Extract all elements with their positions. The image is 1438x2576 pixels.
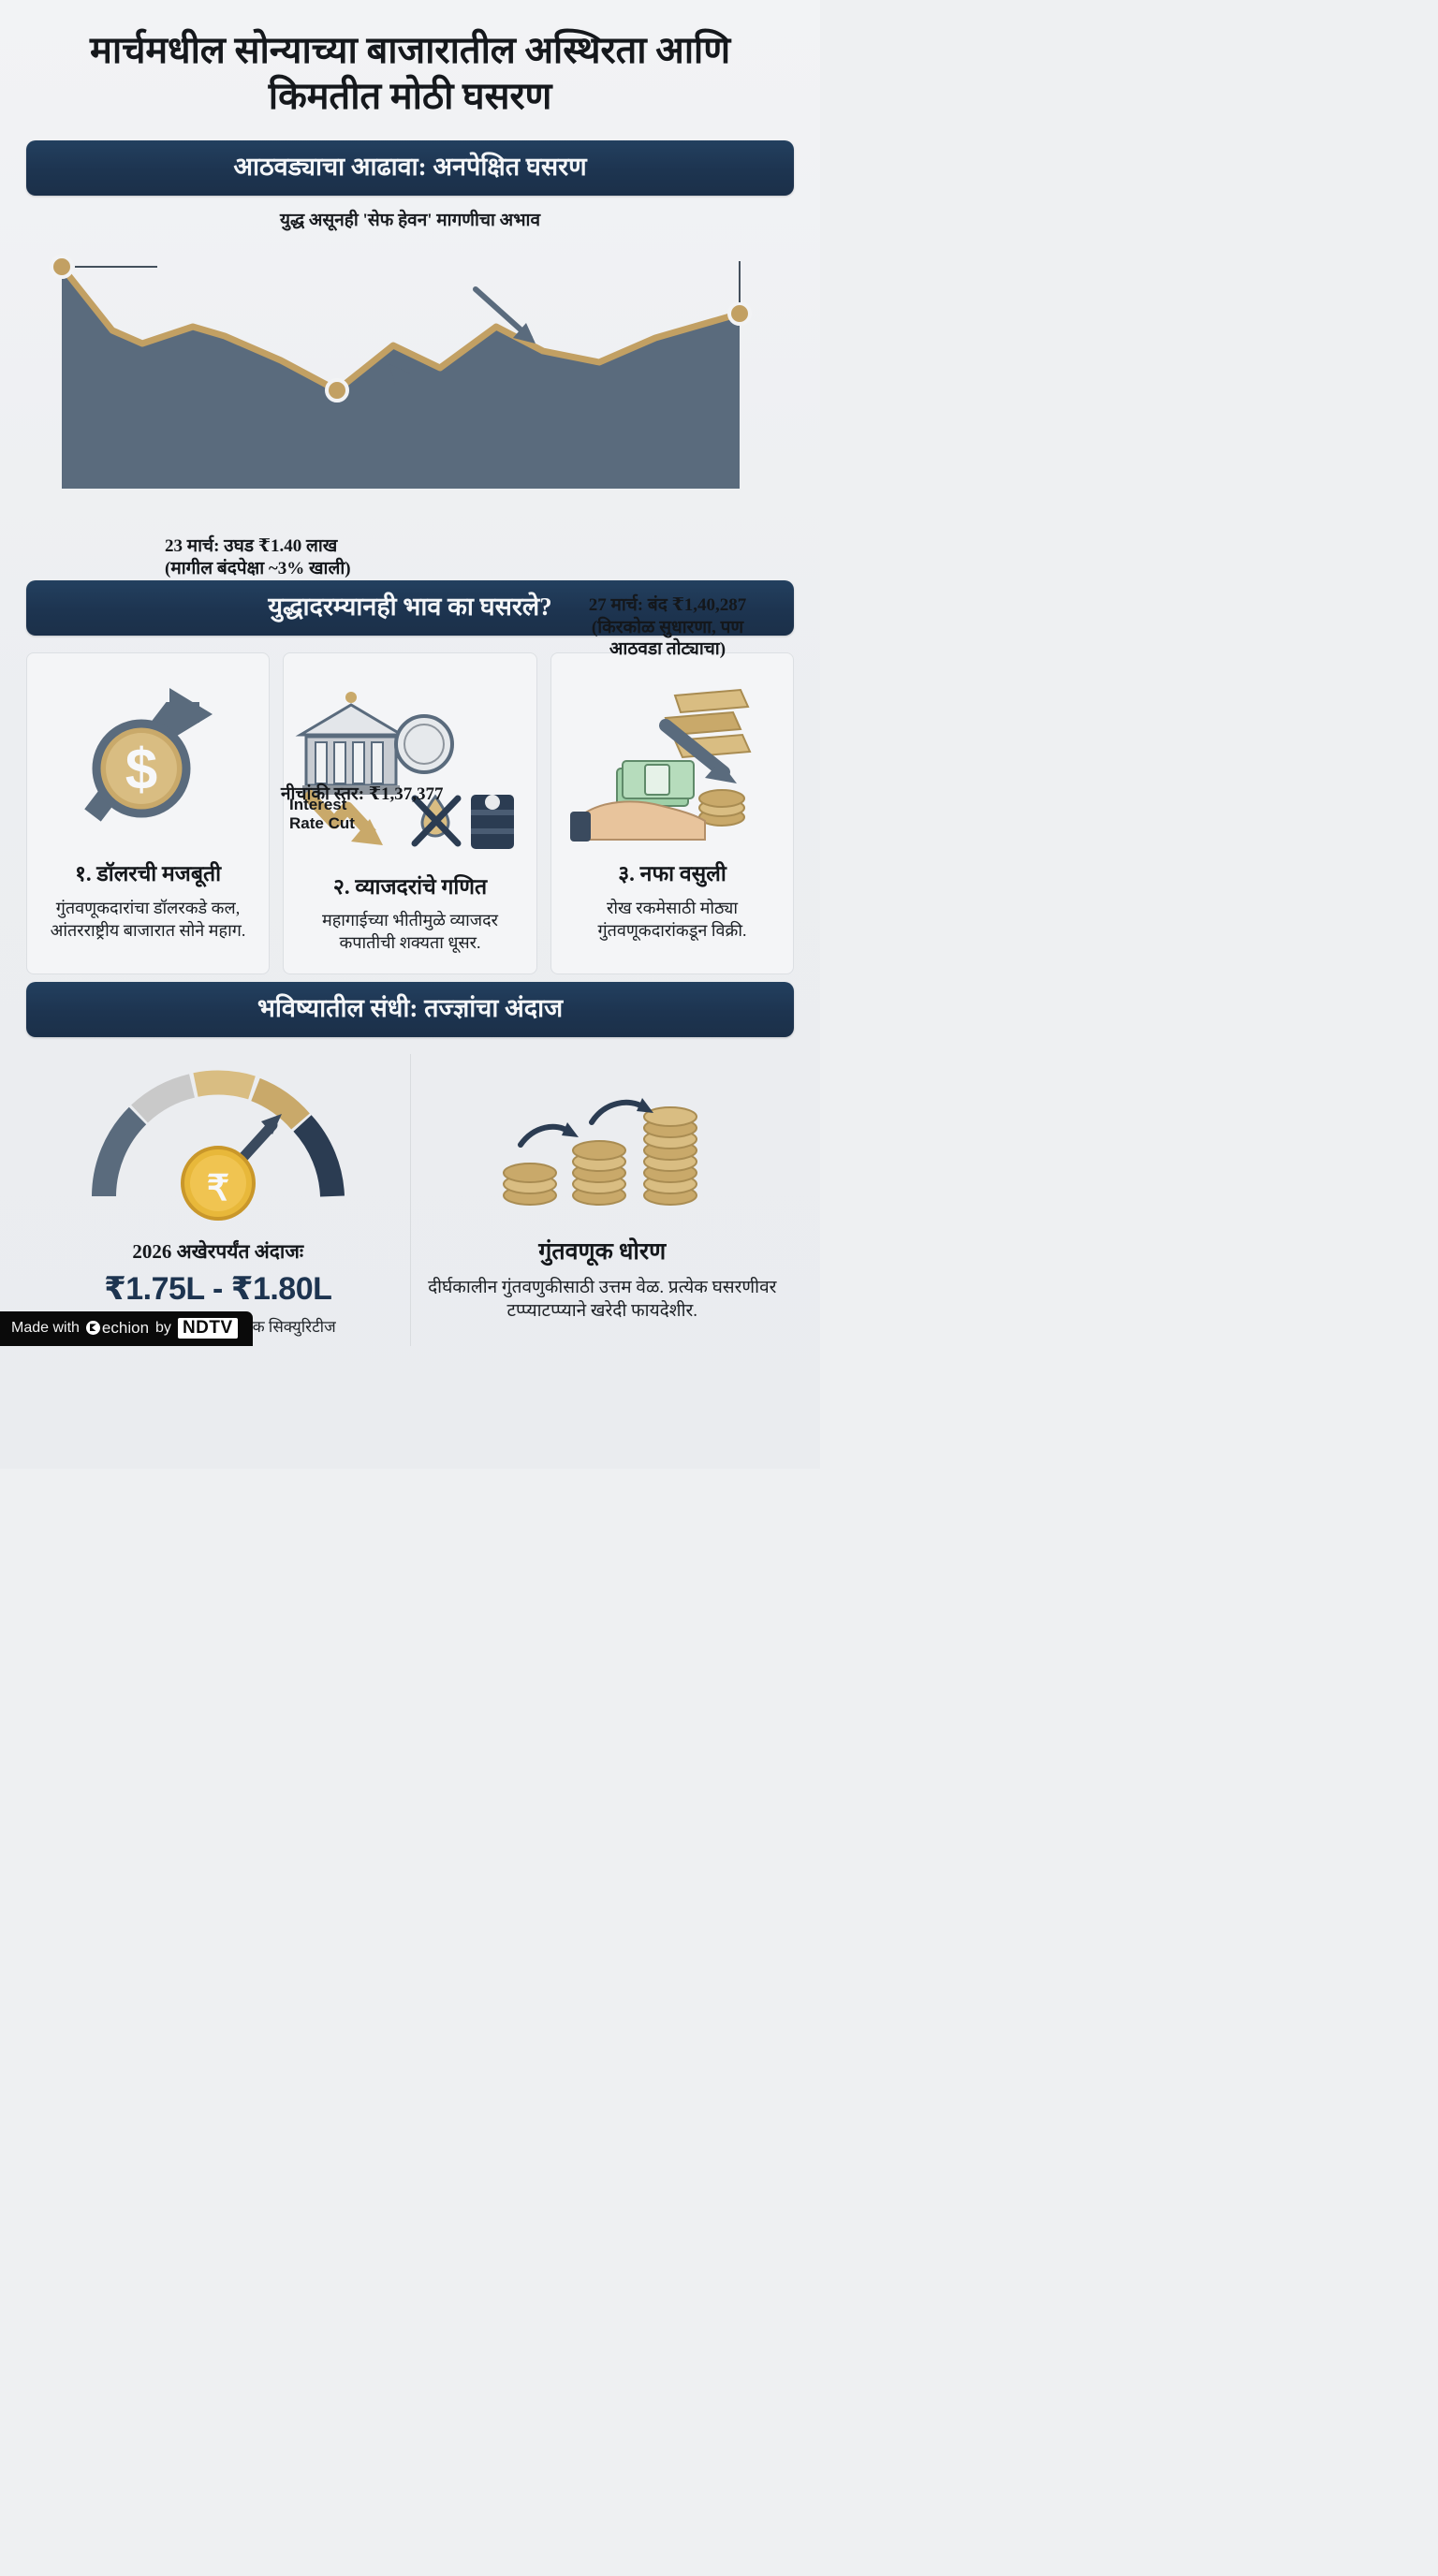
gold-price-chart: 23 मार्च: उघड ₹1.40 लाख (मागील बंदपेक्षा…: [0, 241, 820, 804]
chart-price-line: [58, 263, 743, 394]
fed-seal-ring: [404, 724, 445, 766]
gauge-rupee-icon: ₹: [34, 1065, 403, 1229]
central-bank-icon: [293, 670, 527, 857]
rupee-glyph: ₹: [207, 1169, 229, 1208]
annotation-close: 27 मार्च: बंद ₹1,40,287 (किरकोळ सुधारणा,…: [560, 594, 775, 660]
chart-marker-low[interactable]: [325, 378, 349, 403]
infographic-page: मार्चमधील सोन्याच्या बाजारातील अस्थिरता …: [0, 0, 820, 1346]
footer-by: by: [155, 1319, 171, 1336]
interest-rate-cut-label: Interest Rate Cut: [289, 796, 527, 832]
hand-cuff: [570, 812, 591, 842]
echion-logo: echion: [85, 1318, 150, 1338]
coin-pile: [698, 789, 745, 827]
bank-pediment: [295, 703, 407, 737]
coin-stack-large: [643, 1105, 698, 1206]
annotation-open-line1: 23 मार्च: उघड ₹1.40 लाख: [165, 536, 338, 557]
cash-band: [644, 764, 670, 797]
cross-out-icon: [411, 795, 462, 847]
echion-wordmark: echion: [101, 1318, 150, 1337]
sell-down-arrow-shaft: [659, 719, 730, 780]
interest-rate-cut-label-line2: Rate Cut: [289, 814, 355, 833]
reason-card-2-body: महागाईच्या भीतीमुळे व्याजदर कपातीची शक्य…: [321, 911, 499, 953]
rate-down-arrow-shaft: [301, 789, 376, 839]
reason-card-1-title: १. डॉलरची मजबूती: [74, 862, 222, 886]
echion-mark-icon: [85, 1321, 100, 1336]
sell-down-arrow-head: [705, 761, 737, 784]
reason-card-1[interactable]: $ १. डॉलरची मजबूती गुंतवणूकदारांचा डॉलरक…: [26, 652, 270, 974]
interest-rate-cut-label-line1: Interest: [289, 796, 347, 814]
coin-stack-medium: [572, 1139, 627, 1206]
annotation-close-line1: 27 मार्च: बंद ₹1,40,287: [588, 595, 747, 616]
page-title-wrap: मार्चमधील सोन्याच्या बाजारातील अस्थिरता …: [0, 0, 820, 133]
rupee-coin-inner: [189, 1155, 246, 1212]
strategy-body: दीर्घकालीन गुंतवणुकीसाठी उत्तम वेळ. प्रत…: [428, 1277, 777, 1322]
reason-card-2[interactable]: Interest Rate Cut २. व्याजदरांचे गणित मह…: [283, 652, 537, 974]
annotation-close-line3: आठवडा तोट्याचा): [609, 638, 726, 659]
page-title: मार्चमधील सोन्याच्या बाजारातील अस्थिरता …: [90, 29, 730, 117]
dollar-glyph: $: [125, 738, 157, 802]
bank-base: [302, 785, 400, 796]
gauge-needle-head: [260, 1114, 282, 1135]
gold-bars: [664, 689, 752, 759]
bank-finial: [345, 692, 357, 704]
footer-made-with: Made with: [11, 1319, 80, 1336]
outlook-strategy: गुंतवणूक धोरण दीर्घकालीन गुंतवणुकीसाठी उ…: [409, 1053, 795, 1346]
growth-arrow-2-head: [637, 1097, 654, 1113]
reason-cards: $ १. डॉलरची मजबूती गुंतवणूकदारांचा डॉलरक…: [26, 652, 794, 974]
reason-card-2-title: २. व्याजदरांचे गणित: [332, 874, 488, 899]
growth-arrow-1-head: [562, 1121, 580, 1137]
chart-marker-open[interactable]: [50, 255, 74, 280]
gauge-arc: [91, 1070, 345, 1198]
outlook-row: ₹ 2026 अखेरपर्यंत अंदाजः ₹1.75L - ₹1.80L…: [26, 1053, 795, 1346]
chart-svg: [50, 255, 752, 490]
annotation-close-line2: (किरकोळ सुधारणा, पण: [591, 617, 744, 637]
section-banner-why-fell: युद्धादरम्यानही भाव का घसरले?: [26, 580, 794, 637]
forecast-value: ₹1.75L - ₹1.80L: [104, 1270, 332, 1307]
outlook-forecast: ₹ 2026 अखेरपर्यंत अंदाजः ₹1.75L - ₹1.80L…: [26, 1054, 410, 1346]
barrel-band-1: [471, 810, 514, 816]
annotation-low: नीचांकी स्तर: ₹1,37,377: [281, 784, 444, 805]
dollar-coin-icon: $: [37, 670, 259, 857]
footer-credit: Made with echion by NDTV: [0, 1310, 253, 1346]
strategy-title: गुंतवणूक धोरण: [538, 1238, 667, 1265]
ndtv-logo: NDTV: [177, 1317, 238, 1339]
up-arrow-head: [169, 688, 213, 741]
chart-up-arrow-head: [389, 364, 410, 386]
section-banner-weekly-review: आठवड्याचा आढावा: अनपेक्षित घसरण: [26, 139, 794, 196]
reason-card-1-body: गुंतवणूकदारांचा डॉलरकडे कल, आंतरराष्ट्री…: [50, 899, 246, 941]
section-subhead-safe-haven: युद्ध असूनही 'सेफ हेवन' मागणीचा अभाव: [279, 210, 541, 230]
open-hand-icon: [580, 800, 706, 842]
barrel-band-2: [471, 828, 514, 835]
coin-stack-small: [503, 1162, 558, 1206]
growth-arrow-2: [589, 1099, 648, 1125]
barrel-drop: [485, 795, 500, 811]
reason-card-3-body: रोख रकमेसाठी मोठ्या गुंतवणूकदारांकडून वि…: [597, 899, 747, 941]
profit-booking-icon: [561, 670, 784, 857]
coin-inner: [106, 733, 177, 805]
oil-barrel: [471, 795, 514, 850]
coin-stacks-icon: [418, 1065, 787, 1229]
forecast-label: 2026 अखेरपर्यंत अंदाजः: [132, 1239, 304, 1263]
annotation-open-line2: (मागील बंदपेक्षा ~3% खाली): [165, 558, 351, 578]
annotation-open: 23 मार्च: उघड ₹1.40 लाख (मागील बंदपेक्षा…: [165, 535, 351, 578]
section-banner-future-outlook: भविष्यातील संधी: तज्ज्ञांचा अंदाज: [26, 981, 794, 1037]
chart-down-arrow-head: [513, 323, 536, 344]
reason-card-3[interactable]: ३. नफा वसुली रोख रकमेसाठी मोठ्या गुंतवणू…: [550, 652, 794, 974]
chart-marker-close[interactable]: [727, 301, 752, 327]
reason-card-3-title: ३. नफा वसुली: [618, 862, 726, 886]
growth-arrow-1: [518, 1123, 573, 1148]
bank-columns: [315, 741, 384, 785]
rate-down-arrow-head: [351, 819, 383, 846]
